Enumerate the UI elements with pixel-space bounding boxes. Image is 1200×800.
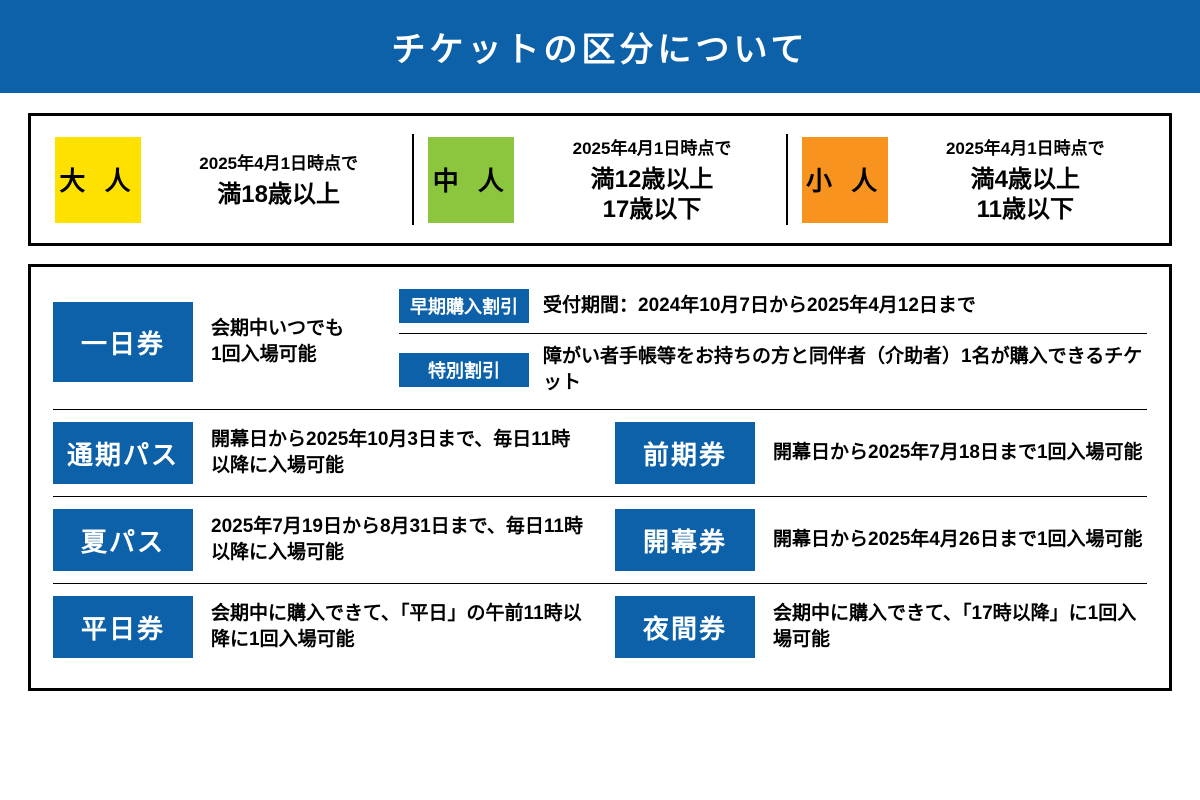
ticket-row-oneday: 一日券 会期中いつでも1回入場可能 早期購入割引 受付期間：2024年10月7日…: [53, 285, 1147, 409]
ticket-cell-weekday: 平日券 会期中に購入できて、「平日」の午前11時以降に1回入場可能: [53, 596, 585, 658]
ticket-label-oneday: 一日券: [53, 302, 193, 382]
ticket-cell-opening: 開幕券 開幕日から2025年4月26日まで1回入場可能: [615, 509, 1147, 571]
ticket-row: 平日券 会期中に購入できて、「平日」の午前11時以降に1回入場可能 夜間券 会期…: [53, 584, 1147, 670]
ticket-label: 夏パス: [53, 509, 193, 571]
ticket-cell-night: 夜間券 会期中に購入できて、「17時以降」に1回入場可能: [615, 596, 1147, 658]
ticket-label: 夜間券: [615, 596, 755, 658]
age-range: 満12歳以上17歳以下: [532, 165, 771, 225]
age-date-note: 2025年4月1日時点で: [159, 149, 398, 174]
ticket-desc: 開幕日から2025年10月3日まで、毎日11時以降に入場可能: [211, 427, 585, 480]
divider: [399, 333, 1147, 334]
oneday-sub-early: 早期購入割引 受付期間：2024年10月7日から2025年4月12日まで: [399, 289, 1147, 323]
ticket-label: 通期パス: [53, 422, 193, 484]
badge-early-discount: 早期購入割引: [399, 289, 529, 323]
ticket-row: 夏パス 2025年7月19日から8月31日まで、毎日11時以降に入場可能 開幕券…: [53, 497, 1147, 583]
age-badge-child: 小 人: [802, 137, 888, 223]
age-date-note: 2025年4月1日時点で: [906, 134, 1145, 159]
age-badge-adult: 大 人: [55, 137, 141, 223]
ticket-label: 前期券: [615, 422, 755, 484]
ticket-cell-firsthalf: 前期券 開幕日から2025年7月18日まで1回入場可能: [615, 422, 1147, 484]
ticket-desc: 開幕日から2025年7月18日まで1回入場可能: [773, 440, 1147, 467]
oneday-sub-special: 特別割引 障がい者手帳等をお持ちの方と同伴者（介助者）1名が購入できるチケット: [399, 344, 1147, 395]
special-discount-text: 障がい者手帳等をお持ちの方と同伴者（介助者）1名が購入できるチケット: [543, 344, 1147, 395]
ticket-type-box: 一日券 会期中いつでも1回入場可能 早期購入割引 受付期間：2024年10月7日…: [28, 264, 1172, 691]
page-title: チケットの区分について: [0, 0, 1200, 93]
ticket-cell-seasonpass: 通期パス 開幕日から2025年10月3日まで、毎日11時以降に入場可能: [53, 422, 585, 484]
ticket-desc: 2025年7月19日から8月31日まで、毎日11時以降に入場可能: [211, 514, 585, 567]
ticket-label: 開幕券: [615, 509, 755, 571]
age-category-adult: 大 人 2025年4月1日時点で 満18歳以上: [41, 134, 412, 225]
age-date-note: 2025年4月1日時点で: [532, 134, 771, 159]
age-category-box: 大 人 2025年4月1日時点で 満18歳以上 中 人 2025年4月1日時点で…: [28, 113, 1172, 246]
ticket-desc: 開幕日から2025年4月26日まで1回入場可能: [773, 527, 1147, 554]
age-range: 満18歳以上: [159, 180, 398, 210]
ticket-desc: 会期中に購入できて、「平日」の午前11時以降に1回入場可能: [211, 601, 585, 654]
early-discount-text: 受付期間：2024年10月7日から2025年4月12日まで: [543, 293, 976, 319]
age-category-child: 小 人 2025年4月1日時点で 満4歳以上11歳以下: [786, 134, 1159, 225]
ticket-label: 平日券: [53, 596, 193, 658]
age-badge-youth: 中 人: [428, 137, 514, 223]
ticket-row: 通期パス 開幕日から2025年10月3日まで、毎日11時以降に入場可能 前期券 …: [53, 410, 1147, 496]
badge-special-discount: 特別割引: [399, 353, 529, 387]
ticket-cell-summerpass: 夏パス 2025年7月19日から8月31日まで、毎日11時以降に入場可能: [53, 509, 585, 571]
ticket-desc-oneday: 会期中いつでも1回入場可能: [211, 316, 381, 369]
age-range: 満4歳以上11歳以下: [906, 165, 1145, 225]
age-category-youth: 中 人 2025年4月1日時点で 満12歳以上17歳以下: [412, 134, 785, 225]
ticket-desc: 会期中に購入できて、「17時以降」に1回入場可能: [773, 601, 1147, 654]
